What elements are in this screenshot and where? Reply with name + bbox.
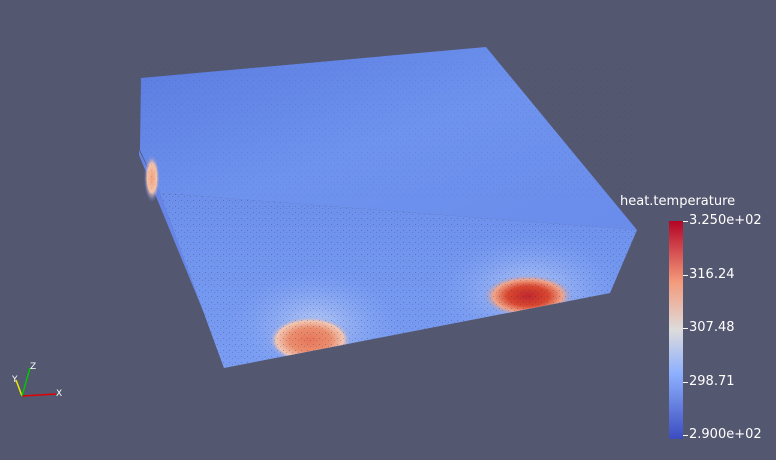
colorbar-tick-max bbox=[683, 221, 688, 222]
orientation-axes-triad: X Y Z bbox=[11, 362, 62, 399]
z-axis-line bbox=[21, 367, 31, 397]
colorbar-label-tick: 298.71 bbox=[689, 374, 735, 389]
colorbar-label-tick: 316.24 bbox=[689, 267, 735, 282]
y-axis-label: Y bbox=[11, 375, 18, 385]
z-axis-label: Z bbox=[30, 362, 36, 372]
colorbar-tick-1 bbox=[683, 275, 688, 276]
colorbar-tick-3 bbox=[683, 382, 688, 383]
colorbar-label-max: 3.250e+02 bbox=[689, 213, 762, 228]
colorbar-tick-2 bbox=[683, 328, 688, 329]
box-left-face bbox=[139, 150, 224, 368]
colorbar-gradient bbox=[669, 221, 683, 439]
y-axis-line bbox=[15, 379, 23, 397]
colorbar-label-tick: 307.48 bbox=[689, 320, 735, 335]
colorbar-label-min: 2.900e+02 bbox=[689, 427, 762, 442]
x-axis-label: X bbox=[56, 389, 62, 399]
colorbar-title: heat.temperature bbox=[620, 194, 736, 209]
x-axis-line bbox=[21, 393, 57, 397]
colorbar-tick-min bbox=[683, 435, 688, 436]
